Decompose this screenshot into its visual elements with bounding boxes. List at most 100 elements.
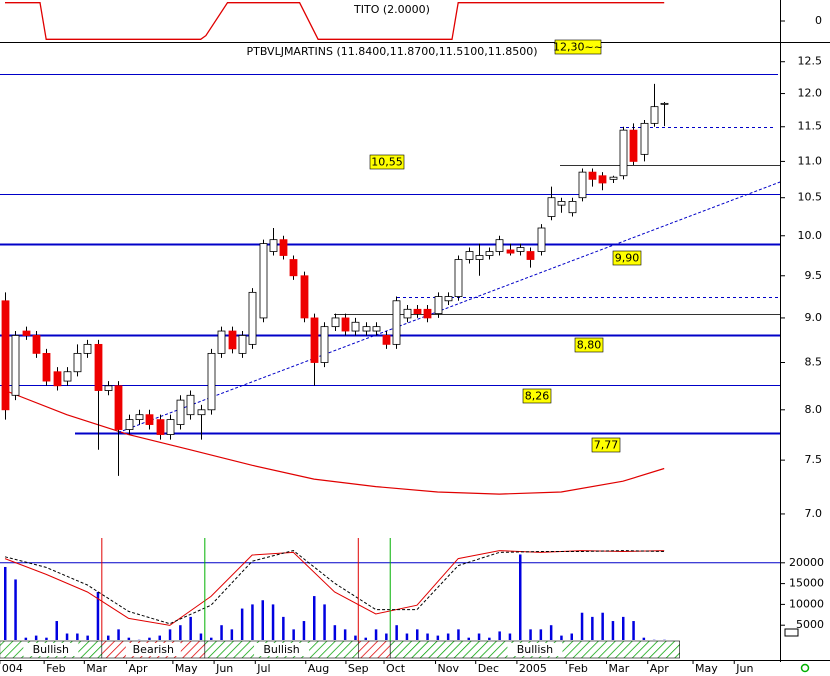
candle-body xyxy=(11,335,20,396)
y-tick-label: 9.0 xyxy=(805,311,823,324)
volume-bar xyxy=(323,604,326,640)
level-label-box xyxy=(612,250,642,266)
candle-body xyxy=(248,291,257,345)
level-label: 9,90 xyxy=(615,252,640,265)
indicator-title: TITO (2.0000) xyxy=(353,3,430,16)
signal-label: Bullish xyxy=(33,643,69,656)
volume-bar xyxy=(189,616,192,640)
candle-body xyxy=(32,335,41,354)
candle-body xyxy=(217,330,226,354)
volume-bar xyxy=(271,604,275,640)
signal-segment xyxy=(357,640,391,659)
y-tick-label: 7.5 xyxy=(805,453,823,466)
volume-bar xyxy=(261,600,264,640)
candle-body xyxy=(300,275,309,319)
volume-bar xyxy=(364,637,367,640)
volume-bar xyxy=(14,579,17,640)
candle-body xyxy=(588,171,597,180)
volume-bar xyxy=(333,625,337,640)
level-label-box xyxy=(574,337,604,353)
candle-body xyxy=(310,317,319,363)
y-tick-label: 5000 xyxy=(796,618,824,631)
x-tick-label: Apr xyxy=(650,662,670,675)
volume-bar xyxy=(498,631,501,640)
volume-bar xyxy=(488,637,491,640)
volume-bar xyxy=(251,604,254,640)
candle-body xyxy=(320,326,329,363)
candle-body xyxy=(22,330,31,336)
volume-bar xyxy=(580,612,584,640)
volume-bar xyxy=(96,591,100,640)
y-tick-label: 12.0 xyxy=(798,87,823,100)
volume-bar xyxy=(632,621,635,640)
candle-body xyxy=(207,352,216,411)
volume-bar xyxy=(302,621,306,640)
candle-body xyxy=(506,249,515,254)
volume-bar xyxy=(4,566,7,640)
price-plot xyxy=(0,83,780,495)
candle-body xyxy=(42,352,51,382)
volume-bar xyxy=(55,621,58,640)
y-tick-label: 20000 xyxy=(789,556,824,569)
candle-body xyxy=(259,243,268,319)
candle-body xyxy=(392,300,401,345)
x-tick-label: May xyxy=(695,662,718,675)
candle-body xyxy=(372,326,381,332)
candle-body xyxy=(660,102,669,105)
volume-bar xyxy=(601,612,604,640)
volume-bar xyxy=(642,637,646,640)
y-tick-label: 0 xyxy=(815,14,822,27)
volume-bar xyxy=(570,633,573,640)
signal-label-bg xyxy=(125,643,181,656)
volume-bar xyxy=(210,637,213,640)
candle-body xyxy=(351,321,360,332)
scale-box xyxy=(784,628,799,637)
x-tick-label: Feb xyxy=(46,662,65,675)
volume-bar xyxy=(560,635,563,640)
candle-body xyxy=(568,201,577,214)
candle-body xyxy=(629,129,638,162)
level-label: 10,55 xyxy=(371,156,403,169)
candle-body xyxy=(114,385,123,430)
y-tick-label: 10000 xyxy=(789,597,824,610)
x-tick-label: Jul xyxy=(256,662,270,675)
candle-body xyxy=(341,317,350,332)
y-tick-label: 11.5 xyxy=(798,120,823,133)
volume-bar xyxy=(127,637,131,640)
candle-body xyxy=(495,239,504,252)
y-tick-label: 8.5 xyxy=(805,356,823,369)
volume-bar xyxy=(467,637,470,640)
candle-body xyxy=(454,259,463,297)
volume-bar xyxy=(292,629,295,640)
volume-bar xyxy=(117,629,120,640)
trendline xyxy=(118,181,780,433)
candle-body xyxy=(1,300,10,411)
x-tick-label: May xyxy=(175,662,198,675)
candle-body xyxy=(83,343,92,354)
y-tick-label: 7.0 xyxy=(805,507,823,520)
volume-bar xyxy=(426,633,429,640)
level-label: 7,77 xyxy=(594,439,619,452)
candle-body xyxy=(557,201,566,206)
volume-bar xyxy=(652,639,656,640)
signal-label: Bullish xyxy=(263,643,299,656)
volume-bar xyxy=(168,629,172,640)
volume-bar xyxy=(158,635,161,640)
candle-body xyxy=(125,419,134,430)
volume-bar xyxy=(477,633,481,640)
volume-bar xyxy=(34,635,38,640)
volume-bar xyxy=(24,637,28,640)
candle-body xyxy=(94,343,103,391)
indicator-line xyxy=(5,2,665,40)
candle-body xyxy=(444,296,453,302)
candle-body xyxy=(135,414,144,421)
x-tick-label: Mar xyxy=(86,662,107,675)
volume-bar xyxy=(436,635,440,640)
level-label-box xyxy=(591,437,621,453)
candle-body xyxy=(434,296,443,315)
volume-bar xyxy=(385,633,388,640)
level-label: 8,80 xyxy=(577,339,602,352)
